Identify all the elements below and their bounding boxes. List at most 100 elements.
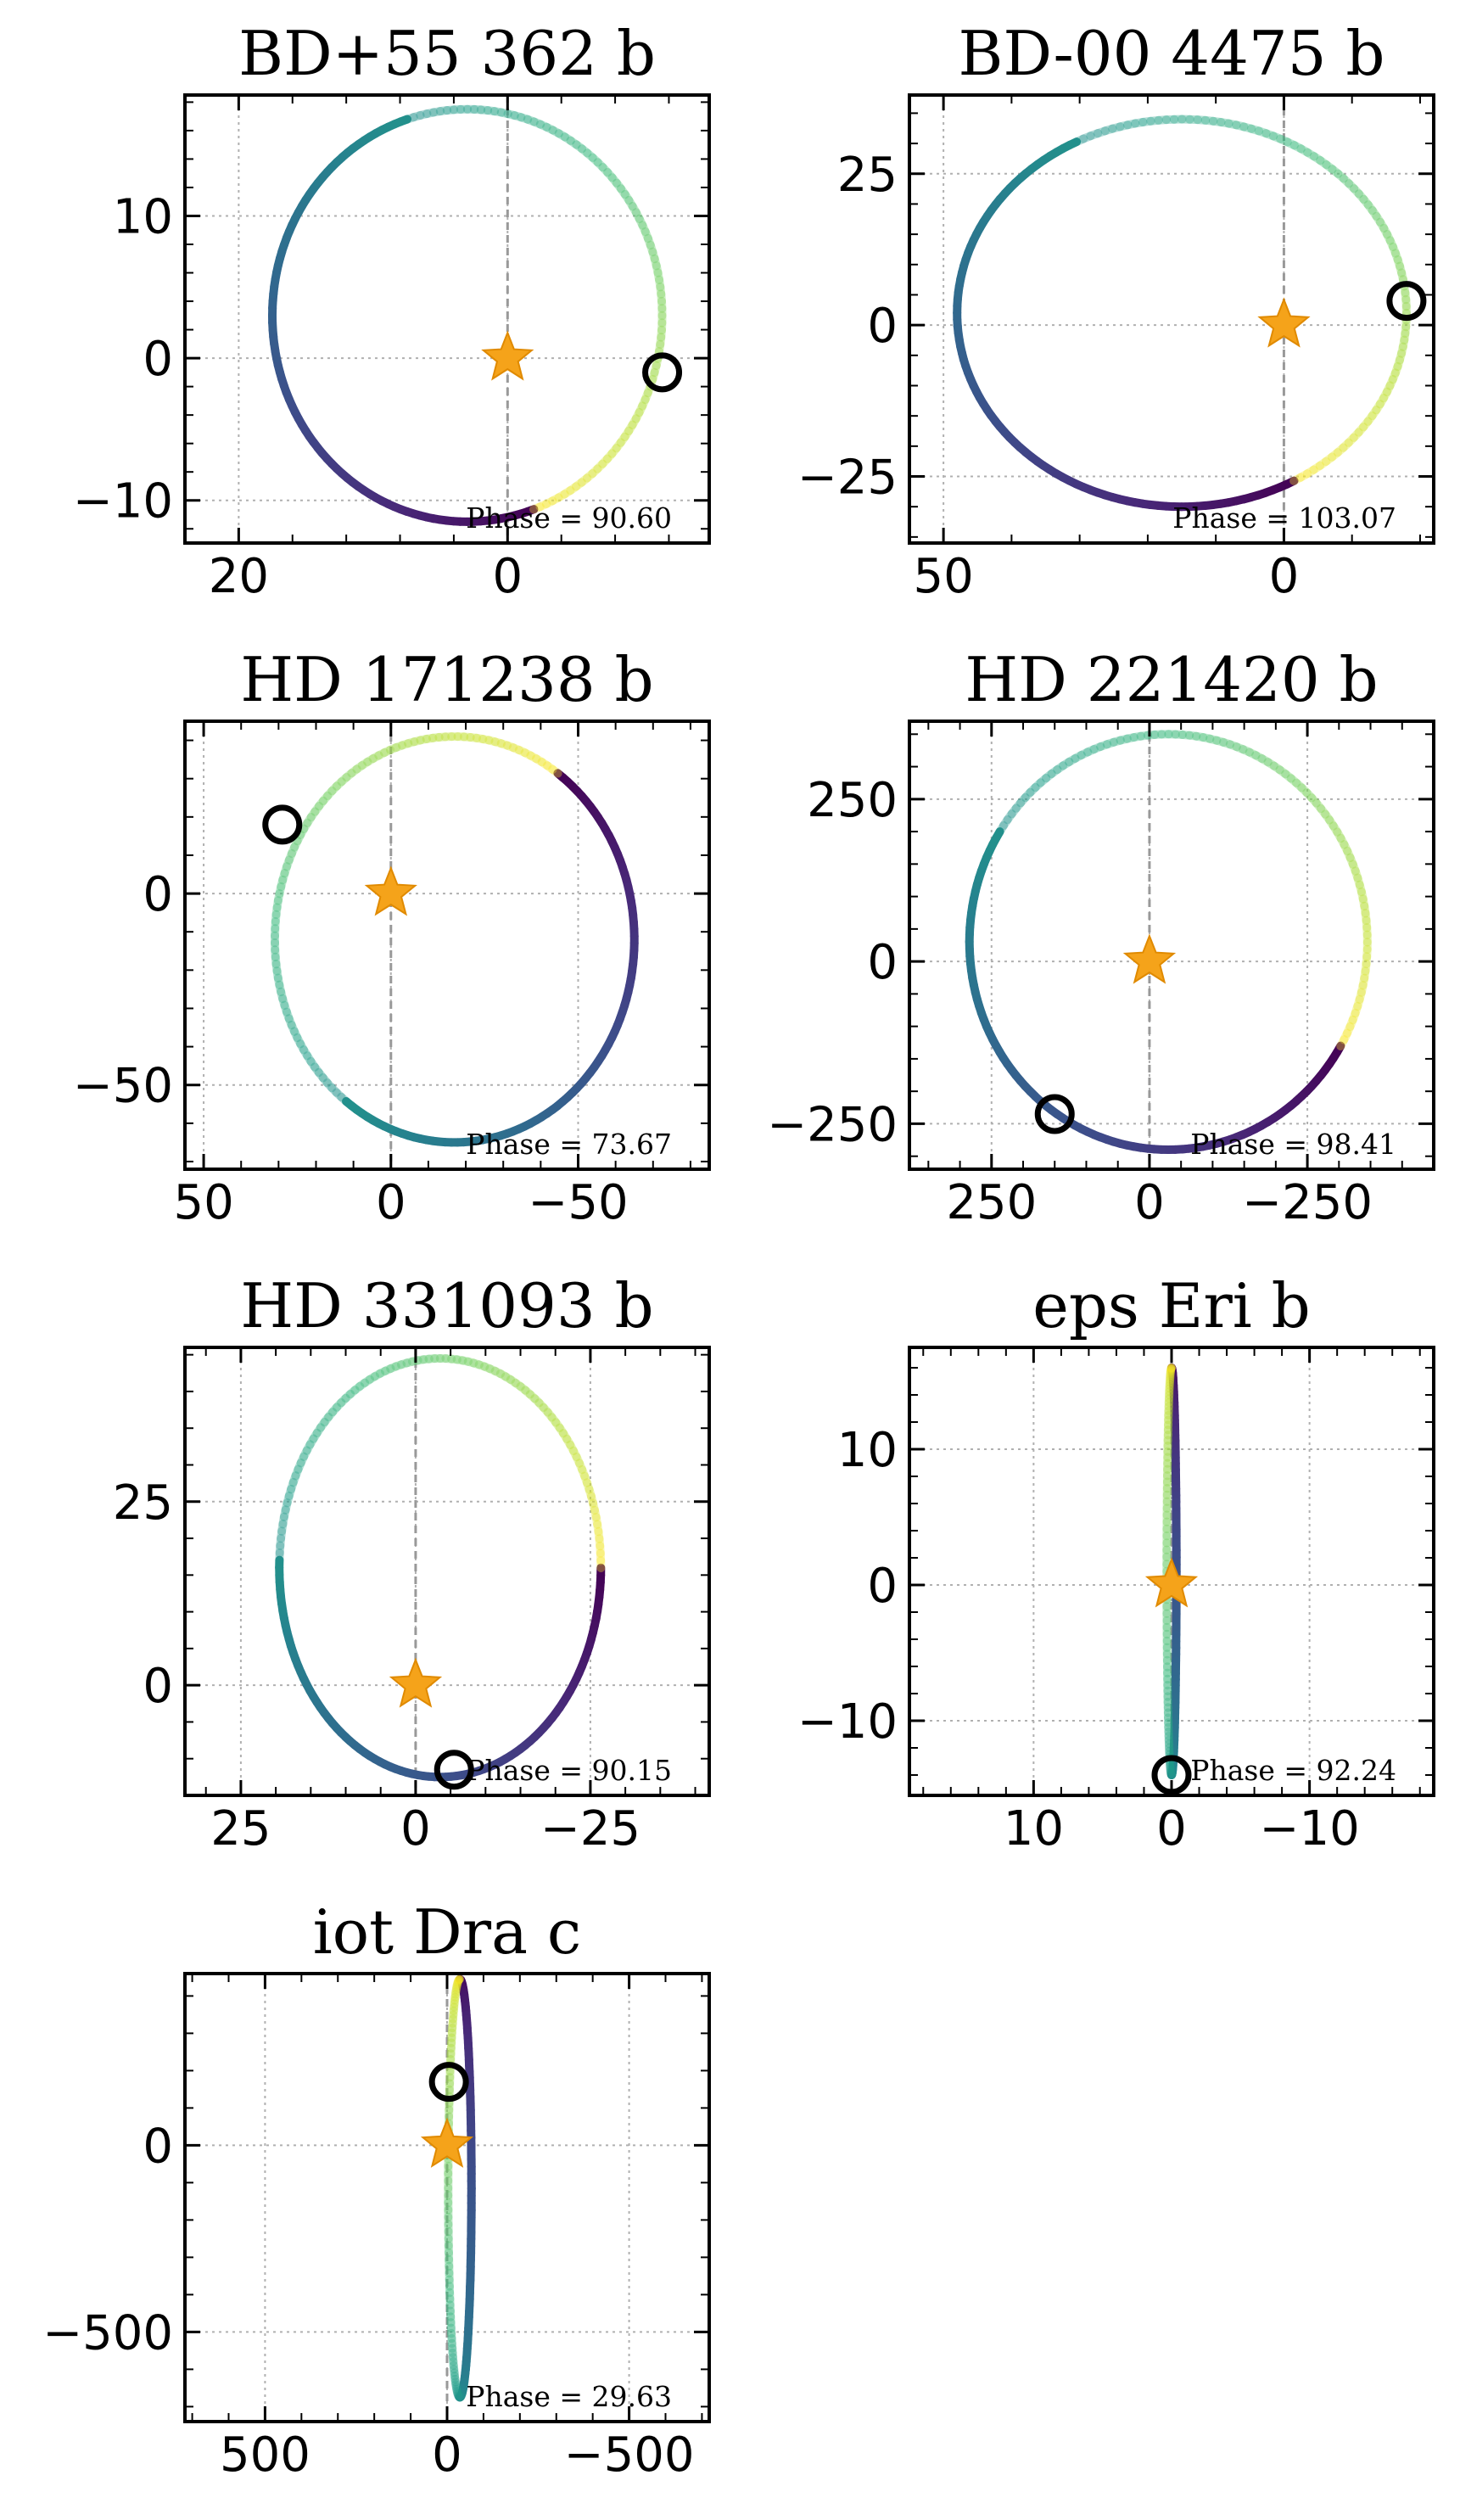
orbit-segment	[1388, 368, 1400, 384]
star-marker	[1257, 297, 1311, 348]
orbit-segment	[489, 107, 506, 117]
orbit-segment	[612, 178, 626, 193]
orbit-segment	[1348, 1008, 1360, 1025]
x-tick-label: 10	[1004, 1801, 1064, 1856]
orbit-segment	[496, 739, 512, 750]
orbit-segment	[1082, 745, 1099, 757]
orbit-segment	[310, 1062, 323, 1078]
panel-4: 250 0 −250 250 0 −250 HD 221420 b Phase = 98.41	[767, 644, 1435, 1230]
orbit-segment	[1388, 242, 1401, 258]
orbit-segment	[992, 827, 1004, 843]
orbit-segment	[332, 1088, 346, 1102]
orbit-segment	[635, 401, 647, 417]
phase-label: Phase = 90.15	[466, 1754, 672, 1787]
orbit-segment	[999, 815, 1012, 831]
orbit-segment	[530, 1394, 544, 1408]
orbit-segment	[1358, 973, 1369, 990]
orbit-segment	[1245, 748, 1261, 760]
orbit-segment	[1345, 853, 1357, 869]
orbit-segment	[548, 764, 562, 778]
orbit-segment	[469, 1358, 484, 1369]
orbit-segment	[309, 1428, 322, 1443]
orbit-segment	[656, 333, 666, 350]
orbit-segment	[1363, 411, 1377, 426]
orbit-segment	[452, 1979, 462, 1990]
x-tick-label: 0	[1134, 1175, 1165, 1230]
orbit-segment	[391, 1360, 406, 1371]
orbit-segment	[1261, 129, 1278, 141]
panel-title: HD 331093 b	[240, 1270, 653, 1341]
orbit-segment	[324, 1408, 338, 1422]
orbit-segment	[1254, 126, 1271, 138]
orbit-segment	[566, 136, 581, 149]
orbit-segment	[1239, 745, 1254, 757]
orbit-segment	[391, 741, 407, 753]
orbit-segment	[1385, 375, 1397, 390]
orbit-segment	[1123, 119, 1140, 130]
orbit-segment	[583, 148, 597, 162]
y-tick-label: 10	[837, 1423, 898, 1478]
orbit-segment	[598, 454, 613, 468]
orbit-segment	[602, 449, 617, 463]
plot-frame	[183, 1346, 711, 1797]
orbit-segment	[276, 1533, 286, 1550]
x-tick-label: 0	[376, 1175, 406, 1230]
orbit-segment	[368, 751, 383, 764]
orbit-segment	[1212, 736, 1228, 747]
orbit-segment	[1355, 988, 1366, 1005]
orbit-segment	[380, 1364, 395, 1375]
orbit-segment	[484, 736, 500, 747]
orbit-segment	[422, 733, 438, 743]
orbit-segment	[416, 109, 432, 120]
planet-marker	[1386, 281, 1427, 322]
orbit-segment	[1400, 328, 1410, 344]
orbit-segment	[1122, 733, 1138, 743]
orbit-segment	[1396, 261, 1407, 277]
panel-title: iot Dra c	[313, 1896, 581, 1968]
orbit-segment	[293, 830, 305, 846]
orbit-segment	[1053, 761, 1068, 775]
orbit-segment	[1178, 730, 1194, 740]
orbit-segment	[1016, 792, 1030, 808]
x-tick-label: 0	[1156, 1801, 1187, 1856]
star-marker	[481, 330, 534, 381]
orbit-segment	[1268, 132, 1285, 143]
orbit-segment	[342, 769, 356, 782]
orbit-segment	[506, 1375, 520, 1388]
orbit-segment	[1138, 116, 1155, 126]
orbit-segment	[517, 113, 533, 124]
orbit-segment	[1102, 737, 1118, 749]
orbit-segment	[458, 1356, 473, 1366]
orbit-segment	[1372, 211, 1385, 227]
x-tick-label: 0	[432, 2428, 462, 2483]
orbit-path	[268, 104, 667, 526]
panel-2: 50 0 25 0 −25 BD-00 4475 b Phase = 103.07	[797, 18, 1435, 604]
orbit-segment	[282, 1491, 294, 1508]
orbit-segment	[472, 733, 488, 744]
orbit-segment	[337, 1092, 351, 1106]
orbit-segment	[1398, 335, 1409, 351]
orbit-segment	[624, 195, 637, 211]
orbit-segment	[483, 106, 500, 116]
orbit-segment	[532, 754, 546, 767]
orbit-segment	[318, 1073, 332, 1088]
orbit-segment	[1315, 456, 1331, 470]
orbit-segment	[595, 1534, 605, 1551]
orbit-segment	[450, 2374, 460, 2387]
orbit-segment	[995, 820, 1009, 837]
orbit-segment	[640, 388, 652, 405]
orbit-segment	[1086, 129, 1103, 141]
orbit-segment	[272, 966, 282, 983]
orbit-segment	[624, 420, 637, 436]
planet-marker	[262, 804, 303, 845]
orbit-segment	[271, 917, 280, 933]
orbit-segment	[572, 1452, 585, 1468]
orbit-segment	[511, 1378, 525, 1392]
y-tick-label: 0	[143, 867, 173, 922]
orbit-segment	[1246, 124, 1264, 136]
orbit-segment	[1109, 736, 1125, 747]
orbit-segment	[290, 836, 302, 852]
panel-title: HD 221420 b	[965, 644, 1378, 715]
orbit-segment	[273, 889, 284, 905]
orbit-segment	[594, 1526, 604, 1543]
